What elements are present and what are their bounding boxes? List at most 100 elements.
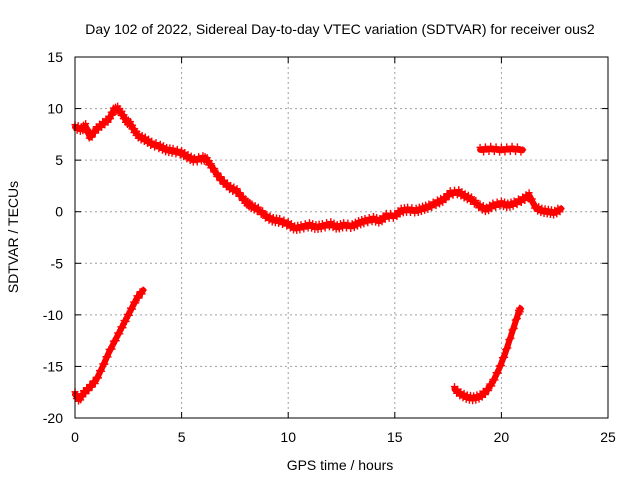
data-point — [509, 325, 517, 333]
data-point — [214, 169, 222, 177]
series-lower-right-arc — [450, 304, 525, 405]
data-point — [88, 133, 96, 141]
data-point — [217, 173, 225, 181]
data-point — [488, 382, 496, 390]
data-point — [513, 201, 521, 209]
y-tick-label: -5 — [51, 255, 64, 271]
data-point — [82, 124, 90, 132]
data-point — [118, 107, 126, 115]
data-point — [556, 208, 564, 216]
data-point — [120, 111, 128, 119]
data-point — [507, 334, 515, 342]
x-tick-label: 5 — [178, 429, 186, 445]
data-point — [84, 125, 92, 133]
series-main-trace — [71, 102, 565, 234]
x-tick-label: 15 — [387, 429, 403, 445]
data-point — [104, 353, 112, 361]
data-point — [85, 387, 93, 395]
data-point — [98, 367, 106, 375]
data-layer — [71, 102, 565, 405]
x-tick-label: 10 — [280, 429, 296, 445]
data-point — [481, 391, 489, 399]
data-point — [116, 330, 124, 338]
data-point — [517, 305, 525, 313]
data-point — [88, 383, 96, 391]
data-point — [84, 385, 92, 393]
chart-title: Day 102 of 2022, Sidereal Day-to-day VTE… — [85, 21, 595, 37]
data-point — [112, 337, 120, 345]
data-point — [504, 344, 512, 352]
data-point — [87, 382, 95, 390]
data-point — [233, 185, 241, 193]
data-point — [509, 202, 517, 210]
data-point — [107, 115, 115, 123]
y-tick-label: -15 — [43, 358, 63, 374]
data-point — [501, 353, 509, 361]
data-point — [101, 360, 109, 368]
data-point — [82, 120, 90, 128]
data-point — [557, 205, 565, 213]
series-lower-left-arc — [71, 286, 147, 405]
data-point — [494, 369, 502, 377]
data-point — [132, 299, 140, 307]
y-tick-label: 0 — [55, 204, 63, 220]
data-point — [207, 160, 215, 168]
x-tick-label: 20 — [494, 429, 510, 445]
data-point — [424, 205, 432, 213]
data-point — [484, 386, 492, 394]
data-point — [108, 345, 116, 353]
data-point — [497, 361, 505, 369]
data-point — [125, 311, 133, 319]
data-point — [211, 164, 219, 172]
grid-layer — [75, 57, 608, 418]
data-point — [139, 286, 147, 294]
data-point — [81, 388, 89, 396]
data-point — [513, 315, 521, 323]
data-point — [488, 205, 496, 213]
data-point — [236, 189, 244, 197]
data-point — [445, 193, 453, 201]
data-point — [441, 194, 449, 202]
data-point — [87, 132, 95, 140]
y-tick-label: 5 — [55, 152, 63, 168]
y-axis-label: SDTVAR / TECUs — [5, 181, 21, 293]
data-point — [436, 200, 444, 208]
data-point — [468, 193, 476, 201]
data-point — [517, 199, 525, 207]
data-point — [350, 224, 358, 232]
y-tick-label: 10 — [47, 101, 63, 117]
data-point — [506, 335, 514, 343]
data-point — [428, 204, 436, 212]
data-point — [134, 293, 142, 301]
data-point — [512, 315, 520, 323]
data-point — [90, 128, 98, 136]
data-point — [129, 121, 137, 129]
data-point — [122, 317, 130, 325]
data-point — [472, 196, 480, 204]
series-upper-right-segment — [476, 142, 527, 156]
data-point — [91, 380, 99, 388]
data-point — [104, 118, 112, 126]
data-point — [91, 129, 99, 137]
data-point — [396, 210, 404, 218]
data-point — [503, 345, 511, 353]
data-point — [485, 387, 493, 395]
data-point — [94, 374, 102, 382]
x-tick-label: 0 — [71, 429, 79, 445]
data-point — [259, 207, 267, 215]
data-point — [135, 294, 143, 302]
plot-frame — [74, 56, 609, 419]
data-point — [126, 118, 134, 126]
data-point — [525, 189, 533, 197]
y-tick-label: 15 — [47, 49, 63, 65]
data-point — [138, 290, 146, 298]
data-point — [528, 195, 536, 203]
tick-layer: 0 5 10 15 20 25 -20 -15 -10 -5 0 5 10 15 — [43, 49, 616, 445]
x-tick-label: 25 — [600, 429, 616, 445]
data-point — [519, 146, 527, 154]
data-point — [442, 196, 450, 204]
data-point — [491, 376, 499, 384]
y-tick-label: -20 — [43, 410, 63, 426]
data-point — [119, 324, 127, 332]
